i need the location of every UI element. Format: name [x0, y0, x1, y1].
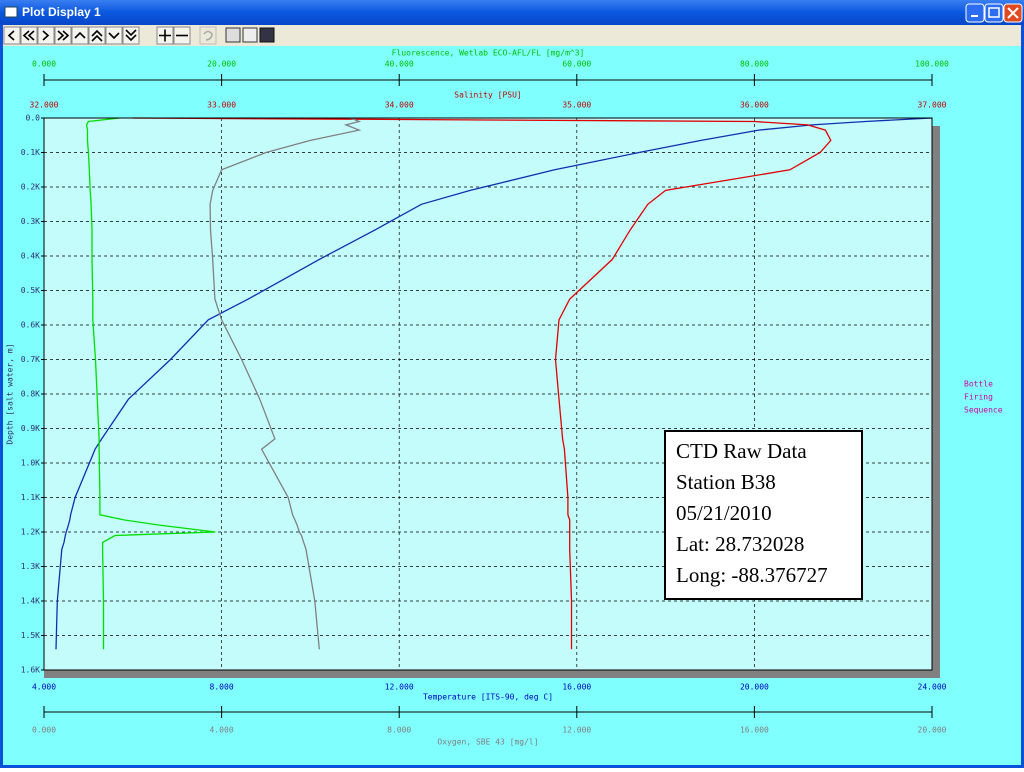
y-tick-label: 1.2K [21, 528, 40, 537]
toolbar [3, 25, 1021, 46]
y-tick-label: 1.5K [21, 631, 40, 640]
close-icon [1007, 7, 1019, 19]
y-tick-label: 0.7K [21, 355, 40, 364]
annotation-line: Lat: 28.732028 [676, 532, 804, 556]
maximize-button[interactable] [984, 3, 1004, 23]
annotation-line: 05/21/2010 [676, 501, 772, 525]
x-tick-label: 37.000 [918, 101, 947, 110]
icon [108, 32, 120, 40]
x-tick-label: 32.000 [30, 101, 59, 110]
minimize-button[interactable] [965, 3, 985, 23]
x-axis-label: Fluorescence, Wetlab ECO-AFL/FL [mg/m^3] [392, 49, 585, 58]
y-tick-label: 0.6K [21, 321, 40, 330]
up-button[interactable] [71, 26, 89, 45]
icon [91, 29, 103, 42]
plot-shadow [932, 126, 940, 678]
y-tick-label: 0.0 [26, 114, 41, 123]
annotation-line: Long: -88.376727 [676, 563, 828, 587]
y-tick-label: 1.1K [21, 493, 40, 502]
minimize-icon [971, 15, 978, 17]
icon [159, 29, 171, 42]
x-tick-label: 20.000 [207, 60, 236, 69]
window-title: Plot Display 1 [22, 5, 101, 19]
x-axis-label: Salinity [PSU] [454, 91, 521, 100]
icon [42, 30, 50, 41]
annotation-line: CTD Raw Data [676, 439, 807, 463]
x-axis-label: Temperature [ITS-90, deg C] [423, 693, 553, 702]
first-button[interactable] [3, 26, 21, 45]
x-tick-label: 60.000 [562, 60, 591, 69]
x-tick-label: 8.000 [387, 726, 411, 735]
x-tick-label: 100.000 [915, 60, 949, 69]
y-tick-label: 0.4K [21, 252, 40, 261]
x-tick-label: 33.000 [207, 101, 236, 110]
y-axis-label: Depth [salt water, m] [6, 343, 15, 444]
x-tick-label: 8.000 [210, 683, 234, 692]
title-bar [0, 0, 1024, 25]
next-button[interactable] [37, 26, 55, 45]
x-tick-label: 20.000 [740, 683, 769, 692]
x-tick-label: 40.000 [385, 60, 414, 69]
x-tick-label: 35.000 [562, 101, 591, 110]
x-tick-label: 34.000 [385, 101, 414, 110]
x-tick-label: 80.000 [740, 60, 769, 69]
profile-line [132, 117, 832, 650]
y-tick-label: 1.6K [21, 666, 40, 675]
side-label: Bottle [964, 380, 993, 389]
save-button[interactable] [259, 27, 275, 43]
x-tick-label: 20.000 [918, 726, 947, 735]
x-axis-label: Oxygen, SBE 43 [mg/l] [437, 738, 538, 747]
icon [57, 30, 70, 41]
window-icon [4, 6, 18, 18]
y-tick-label: 0.1K [21, 148, 40, 157]
x-tick-label: 0.000 [32, 60, 56, 69]
y-tick-label: 0.2K [21, 183, 40, 192]
profile-line [55, 117, 933, 650]
x-tick-label: 4.000 [210, 726, 234, 735]
annotation-box [664, 430, 863, 600]
plot-border [43, 117, 933, 671]
icon [125, 29, 137, 42]
plot-shadow [44, 670, 940, 678]
y-tick-label: 0.5K [21, 286, 40, 295]
icon [22, 30, 35, 41]
x-tick-label: 0.000 [32, 726, 56, 735]
print-button[interactable] [225, 27, 241, 43]
side-label: Sequence [964, 406, 1003, 415]
undo-button[interactable] [199, 26, 217, 45]
y-tick-label: 1.0K [21, 459, 40, 468]
profile-line [85, 117, 216, 650]
down-button[interactable] [105, 26, 123, 45]
y-tick-label: 1.4K [21, 597, 40, 606]
profile-line [209, 117, 362, 650]
icon [203, 30, 213, 41]
x-tick-label: 4.000 [32, 683, 56, 692]
y-tick-label: 0.9K [21, 424, 40, 433]
x-tick-label: 24.000 [918, 683, 947, 692]
icon [74, 31, 86, 39]
y-tick-label: 1.3K [21, 562, 40, 571]
annotation-line: Station B38 [676, 470, 776, 494]
x-tick-label: 12.000 [562, 726, 591, 735]
y-tick-label: 0.8K [21, 390, 40, 399]
y-tick-label: 0.3K [21, 217, 40, 226]
side-label: Firing [964, 393, 993, 402]
x-tick-label: 36.000 [740, 101, 769, 110]
maximize-icon [988, 7, 1000, 18]
x-tick-label: 16.000 [562, 683, 591, 692]
x-tick-label: 16.000 [740, 726, 769, 735]
toolbar-buttons [3, 26, 275, 45]
copy-button[interactable] [242, 27, 258, 43]
icon [7, 30, 15, 41]
x-tick-label: 12.000 [385, 683, 414, 692]
